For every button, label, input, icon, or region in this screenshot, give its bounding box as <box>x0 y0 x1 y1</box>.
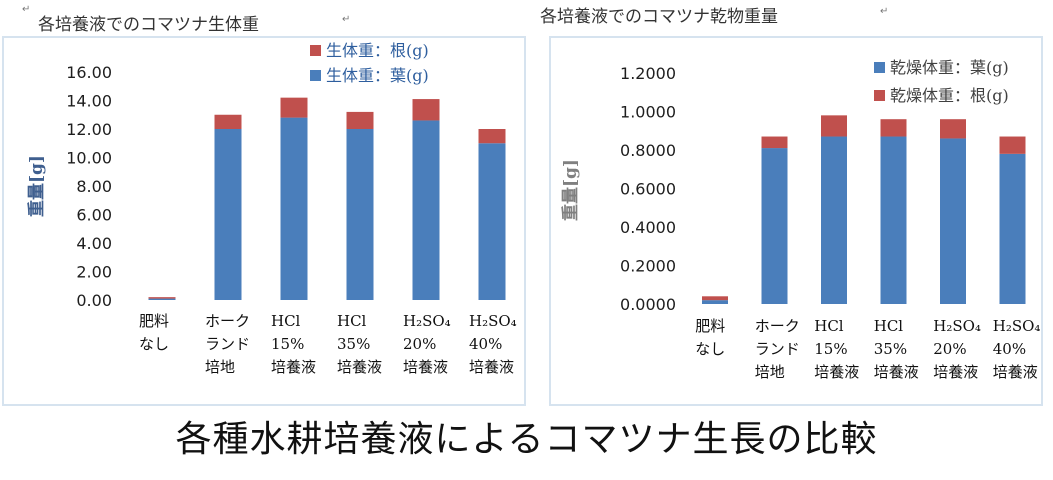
y-tick-label: 12.00 <box>66 120 112 139</box>
legend-label: 生体重：葉(g) <box>326 66 429 85</box>
y-tick-label: 0.4000 <box>620 218 676 237</box>
chart-1: 0.00 2.00 4.00 6.00 8.00 10.00 12.00 14.00 16.00… <box>26 41 517 376</box>
bar-segment-leaf <box>412 120 440 300</box>
bar-segment-root <box>148 297 176 299</box>
x-category-label: HCl 15%培養液 <box>814 317 859 381</box>
x-category-label: HCl 35%培養液 <box>337 312 382 376</box>
y-tick-label: 14.00 <box>66 92 112 111</box>
chart-2: 0.0000 0.2000 0.4000 0.6000 0.8000 1.0000 1.20… <box>560 58 1040 381</box>
bar-segment-root <box>214 114 242 129</box>
bar-segment-root <box>880 119 907 137</box>
x-category-label: H₂SO₄ 20%培養液 <box>933 317 981 381</box>
bar-segment-leaf <box>880 136 907 304</box>
bar-segment-leaf <box>821 136 847 304</box>
legend-swatch <box>874 90 885 101</box>
legend-swatch <box>874 62 885 73</box>
chart-2-title: 各培養液でのコマツナ乾物重量 <box>540 7 778 27</box>
paragraph-mark: ↵ <box>342 14 351 25</box>
bar-segment-root <box>940 119 966 139</box>
y-tick-label: 0.6000 <box>620 180 676 199</box>
x-category-label: H₂SO₄ 40%培養液 <box>469 312 517 376</box>
bar-segment-root <box>702 296 728 301</box>
x-category-label: HCl 35%培養液 <box>874 317 919 381</box>
y-axis-label: 重量[g] <box>26 155 47 217</box>
bar-segment-root <box>346 111 374 129</box>
bar-segment-root <box>280 97 308 118</box>
y-tick-label: 8.00 <box>76 177 112 196</box>
bar-segment-leaf <box>280 117 308 300</box>
x-category-label: ホークランド培地 <box>755 317 800 381</box>
y-tick-label: 1.0000 <box>620 103 676 122</box>
y-tick-label: 0.2000 <box>620 257 676 276</box>
y-tick-label: 4.00 <box>76 234 112 253</box>
x-category-label: 肥料なし <box>695 317 725 358</box>
bar-segment-leaf <box>346 129 374 300</box>
legend-swatch <box>310 70 321 81</box>
y-tick-label: 0.0000 <box>620 295 676 314</box>
x-category-label: 肥料なし <box>139 312 169 353</box>
y-tick-label: 0.00 <box>76 291 112 310</box>
legend-label: 生体重：根(g) <box>326 41 429 60</box>
bar-segment-leaf <box>940 138 966 304</box>
bar-segment-leaf <box>148 298 176 300</box>
y-axis-label: 重量[g] <box>560 159 581 221</box>
figure-caption: 各種水耕培養液によるコマツナ生長の比較 <box>175 419 878 460</box>
x-category-label: H₂SO₄ 20%培養液 <box>403 312 451 376</box>
bar-segment-leaf <box>702 300 728 304</box>
y-tick-label: 6.00 <box>76 206 112 225</box>
x-category-label: HCl 15%培養液 <box>271 312 316 376</box>
legend-label: 乾燥体重：葉(g) <box>890 58 1009 77</box>
bar-segment-root <box>821 115 847 137</box>
paragraph-mark: ↵ <box>880 6 889 17</box>
y-tick-label: 0.8000 <box>620 141 676 160</box>
legend-label: 乾燥体重：根(g) <box>890 86 1009 105</box>
x-category-label: ホークランド培地 <box>205 312 250 376</box>
legend-swatch <box>310 45 321 56</box>
bar-segment-root <box>999 136 1026 154</box>
bar-segment-leaf <box>999 153 1026 304</box>
y-tick-label: 1.2000 <box>620 64 676 83</box>
bar-segment-root <box>761 136 788 149</box>
bar-segment-root <box>478 129 506 144</box>
paragraph-mark: ↵ <box>22 4 31 15</box>
bar-segment-leaf <box>478 143 506 300</box>
y-tick-label: 10.00 <box>66 149 112 168</box>
x-category-label: H₂SO₄ 40%培養液 <box>993 317 1041 381</box>
bar-segment-leaf <box>761 148 788 304</box>
y-tick-label: 2.00 <box>76 263 112 282</box>
chart-1-title: 各培養液でのコマツナ生体重 <box>38 15 259 35</box>
bar-segment-root <box>412 99 440 121</box>
y-tick-label: 16.00 <box>66 63 112 82</box>
bar-segment-leaf <box>214 129 242 300</box>
